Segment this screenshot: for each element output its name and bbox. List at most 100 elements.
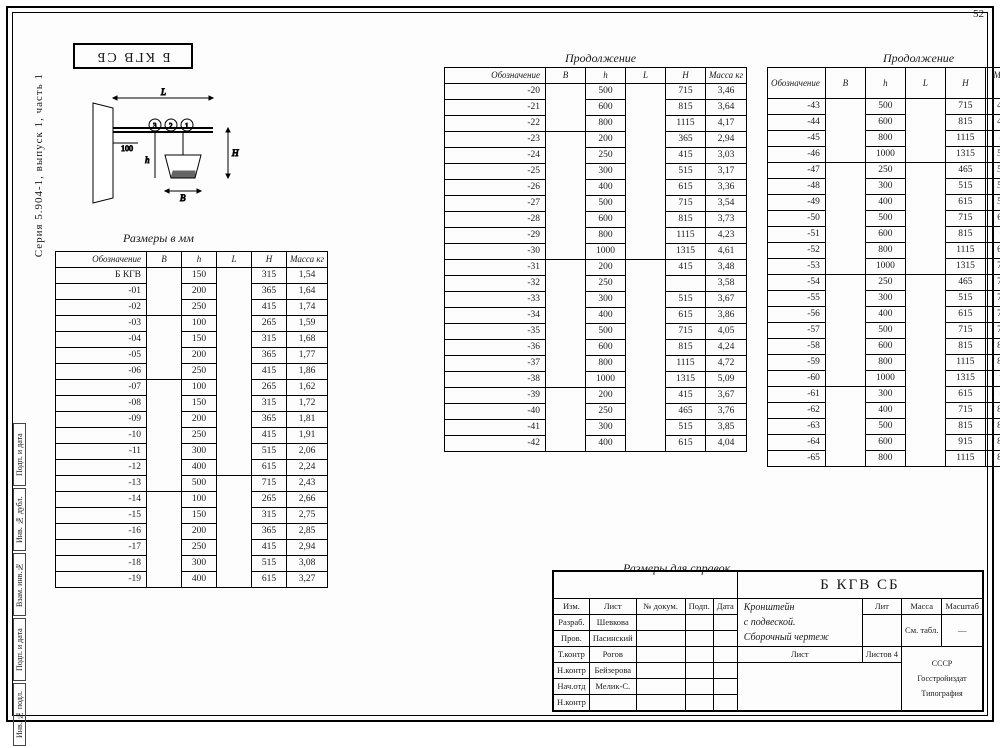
table-row: -542504657,48 [768,275,1000,291]
side-tab: Подп. и дата [13,423,26,486]
table-row: -6580011158,94 [768,451,1000,467]
column-header: h [865,68,905,99]
side-tab: Взам. инв.№ [13,553,26,616]
table-row: -5980011158,62 [768,355,1000,371]
table-row: -402504653,76 [445,404,747,420]
table-row: -253005153,17 [445,164,747,180]
column-header: В [546,68,586,84]
table-row: -53100013157,03 [768,259,1000,275]
table-row: -46100013155,28 [768,147,1000,163]
table-row: -081503151,72 [56,396,328,412]
table-row: -435007154,23 [768,99,1000,115]
svg-text:h: h [145,155,150,165]
column-header: В [825,68,865,99]
table-row: -124006152,24 [56,460,328,476]
table-row: -242504153,03 [445,148,747,164]
table-row: -505007156,11 [768,211,1000,227]
drawing-frame: 52 Серия 5.904-1, выпуск 1, часть 1 Подп… [6,6,994,722]
table-row: -635008158,38 [768,419,1000,435]
table-row: -446008154,42 [768,115,1000,131]
table-row: -472504655,55 [768,163,1000,179]
column-header: h [182,252,217,268]
title-block-reversed: Б КГВ СБ [73,43,193,69]
table-row: -031002651,59 [56,316,328,332]
table-row: Б КГВ1503151,54 [56,268,328,284]
table-row: -052003651,77 [56,348,328,364]
dimensions-header: Размеры в мм [123,231,194,246]
dimensions-table-3: ОбозначениеВhLНМасса кг-435007154,23-446… [767,67,1000,467]
table-row: -071002651,62 [56,380,328,396]
table-row: -172504152,94 [56,540,328,556]
table-row: -60100013159,0 [768,371,1000,387]
table-row: -022504151,74 [56,300,328,316]
table-row: -194006153,27 [56,572,328,588]
table-row: -38100013155,09 [445,372,747,388]
table-row: -012003651,64 [56,284,328,300]
table-row: -30100013154,61 [445,244,747,260]
table-row: -3780011154,72 [445,356,747,372]
table-row: -646009158,56 [768,435,1000,451]
svg-text:100: 100 [121,144,133,153]
table-row: -575007157,96 [768,323,1000,339]
table-row: -613006158,0 [768,387,1000,403]
svg-text:3: 3 [153,122,157,130]
column-header: Масса кг [287,252,328,268]
table-row: -183005153,08 [56,556,328,572]
svg-text:2: 2 [169,122,173,130]
table-row: -4580011154,9 [768,131,1000,147]
table-row: -102504151,91 [56,428,328,444]
table-row: -113005152,06 [56,444,328,460]
table-row: -483005155,64 [768,179,1000,195]
table-row: -564006157,67 [768,307,1000,323]
table-row: -162003652,85 [56,524,328,540]
dimensions-table-1: ОбозначениеВhLНМасса кгБ КГВ1503151,54-0… [55,251,328,588]
table-row: -312004153,48 [445,260,747,276]
column-header: Н [666,68,706,84]
table-row: -205007153,46 [445,84,747,100]
table-row: -2980011154,23 [445,228,747,244]
side-tab: Подп. и дата [13,618,26,681]
table-row: -141002652,66 [56,492,328,508]
dimensions-table-2: ОбозначениеВhLНМасса кг-205007153,46-216… [444,67,747,452]
table-row: -264006153,36 [445,180,747,196]
table-row: -392004153,67 [445,388,747,404]
drawing-code: Б КГВ СБ [737,572,982,599]
table-row: -624007158,19 [768,403,1000,419]
column-header: L [217,252,252,268]
inner-frame: Серия 5.904-1, выпуск 1, часть 1 Подп. и… [12,12,988,716]
table-row: -586008158,14 [768,339,1000,355]
title-block: Б КГВ СБ Изм.Лист№ докум.Подп.Дата Кронш… [552,570,984,712]
series-label: Серия 5.904-1, выпуск 1, часть 1 [33,73,45,257]
continuation-label-1: Продолжение [565,51,636,66]
table-row: -232003652,94 [445,132,747,148]
svg-text:L: L [160,87,166,97]
column-header: L [626,68,666,84]
table-row: -041503151,68 [56,332,328,348]
side-tabs: Подп. и датаИнв. № дубл.Взам. инв.№Подп.… [13,423,27,748]
svg-text:H: H [231,148,239,158]
table-row: -494006155,83 [768,195,1000,211]
column-header: Н [945,68,985,99]
side-tab: Инв. № подл. [13,683,26,746]
table-row: -553005157,58 [768,291,1000,307]
table-row: -216008153,64 [445,100,747,116]
column-header: Обозначение [56,252,147,268]
column-header: Обозначение [445,68,546,84]
table-row: -333005153,67 [445,292,747,308]
column-header: Масса кг [985,68,1000,99]
column-header: h [586,68,626,84]
table-row: -062504151,86 [56,364,328,380]
svg-text:1: 1 [185,122,189,130]
column-header: Обозначение [768,68,826,99]
bracket-diagram: L 100 3 2 1 H h В [83,83,263,218]
table-row: -424006154,04 [445,436,747,452]
table-row: -516008156,3 [768,227,1000,243]
table-row: -344006153,86 [445,308,747,324]
table-row: -366008154,24 [445,340,747,356]
svg-text:В: В [180,193,186,203]
column-header: В [147,252,182,268]
table-row: -355007154,05 [445,324,747,340]
table-row: -413005153,85 [445,420,747,436]
table-row: -322503,58 [445,276,747,292]
table-row: -2280011154,17 [445,116,747,132]
